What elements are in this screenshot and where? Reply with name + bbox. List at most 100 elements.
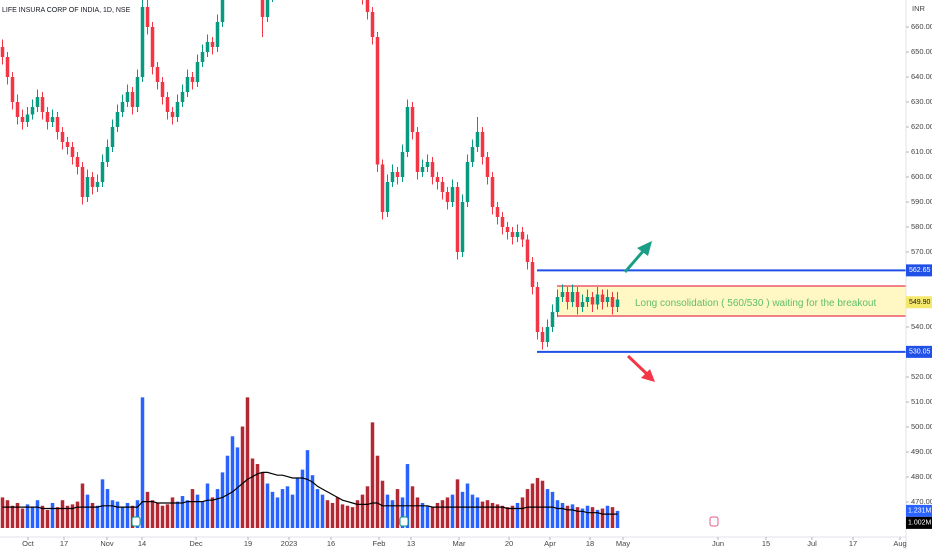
candle-body [525, 239, 530, 262]
volume-bar [555, 500, 560, 528]
volume-bar [440, 500, 445, 528]
candle-body [265, 0, 270, 17]
candle-body [110, 127, 115, 147]
breakdown-arrow-down [626, 354, 655, 382]
candle-body [530, 262, 535, 287]
candle-body [380, 164, 385, 212]
volume-bar [225, 455, 230, 528]
candle-body [500, 217, 505, 227]
volume-bar [450, 494, 455, 528]
volume-bar [415, 497, 420, 528]
volume-bar [190, 489, 195, 528]
candle-body [475, 132, 480, 147]
volume-bar [125, 502, 130, 528]
candle-body [540, 332, 545, 342]
volume-bar [600, 508, 605, 528]
x-tick-label: 15 [762, 539, 770, 548]
volume-bar [610, 507, 615, 528]
volume-bar [180, 496, 185, 528]
volume-bar [595, 509, 600, 528]
volume-bar [420, 502, 425, 528]
event-icon[interactable] [709, 516, 719, 527]
candle-body [120, 102, 125, 112]
candle-body [40, 97, 45, 112]
volume-bar [70, 504, 75, 528]
volume-bar [360, 494, 365, 528]
event-icon[interactable] [399, 516, 409, 527]
candle-body [95, 182, 100, 187]
volume-bar [550, 491, 555, 528]
volume-bar [475, 497, 480, 528]
candle-body [25, 114, 30, 122]
candle-body [375, 37, 380, 165]
candle-body [30, 107, 35, 115]
volume-bar [25, 504, 30, 528]
candle-body [585, 297, 590, 302]
candle-body [600, 294, 605, 302]
x-tick-label: Jun [712, 539, 724, 548]
breakout-arrow-up [623, 241, 652, 273]
x-tick-label: Feb [373, 539, 386, 548]
candle-body [420, 167, 425, 172]
volume-bar [560, 502, 565, 528]
candle-body [20, 117, 25, 122]
volume-bar [95, 505, 100, 528]
volume-bar [215, 489, 220, 528]
volume-bar [435, 502, 440, 528]
volume-bar [565, 505, 570, 528]
volume-bar [385, 494, 390, 528]
volume-bar [355, 500, 360, 528]
volume-bar [390, 500, 395, 528]
x-tick-label: Dec [189, 539, 203, 548]
volume-bar [105, 489, 110, 528]
candle-body [160, 82, 165, 97]
volume-bar [40, 505, 45, 528]
volume-bar [255, 464, 260, 528]
volume-bar [335, 497, 340, 528]
candle-body [175, 102, 180, 117]
candle-body [460, 202, 465, 252]
candle-body [140, 7, 145, 77]
candle-body [190, 77, 195, 82]
candle-body [75, 157, 80, 167]
volume-bar [380, 480, 385, 528]
event-icon[interactable] [131, 516, 141, 527]
candle-body [480, 132, 485, 157]
x-tick-label: Mar [453, 539, 466, 548]
candle-body [435, 177, 440, 182]
volume-bar [535, 477, 540, 528]
candle-body [410, 107, 415, 132]
volume-bar [110, 500, 115, 528]
volume-bar [250, 458, 255, 528]
plot-area [0, 0, 906, 528]
candle-body [10, 77, 15, 102]
y-tick-label: 520.00 [911, 372, 932, 381]
candle-body [85, 177, 90, 197]
volume-bar [280, 489, 285, 528]
volume-bar [525, 489, 530, 528]
volume-bar [80, 483, 85, 528]
candle-body [580, 302, 585, 307]
volume-bar [430, 507, 435, 528]
x-tick-label: 13 [407, 539, 415, 548]
y-tick-label: 470.00 [911, 497, 932, 506]
volume-bar [520, 497, 525, 528]
candle-body [505, 227, 510, 232]
volume-bar [240, 426, 245, 528]
volume-bar [325, 500, 330, 528]
volume-bar [495, 504, 500, 528]
volume-bar [490, 502, 495, 528]
x-tick-label: 14 [138, 539, 146, 548]
volume-bar [260, 472, 265, 528]
volume-bar [55, 507, 60, 528]
annotation: Long consolidation ( 560/530 ) waiting f… [635, 298, 876, 309]
volume-bar [35, 500, 40, 528]
volume-bar [460, 491, 465, 528]
candle-body [180, 92, 185, 102]
candle-body [365, 0, 370, 12]
volume-bar [575, 507, 580, 528]
last-price-label: 549.90 [909, 299, 931, 306]
volume-bar [370, 422, 375, 528]
volume-bar [275, 497, 280, 528]
volume-bar [405, 464, 410, 528]
